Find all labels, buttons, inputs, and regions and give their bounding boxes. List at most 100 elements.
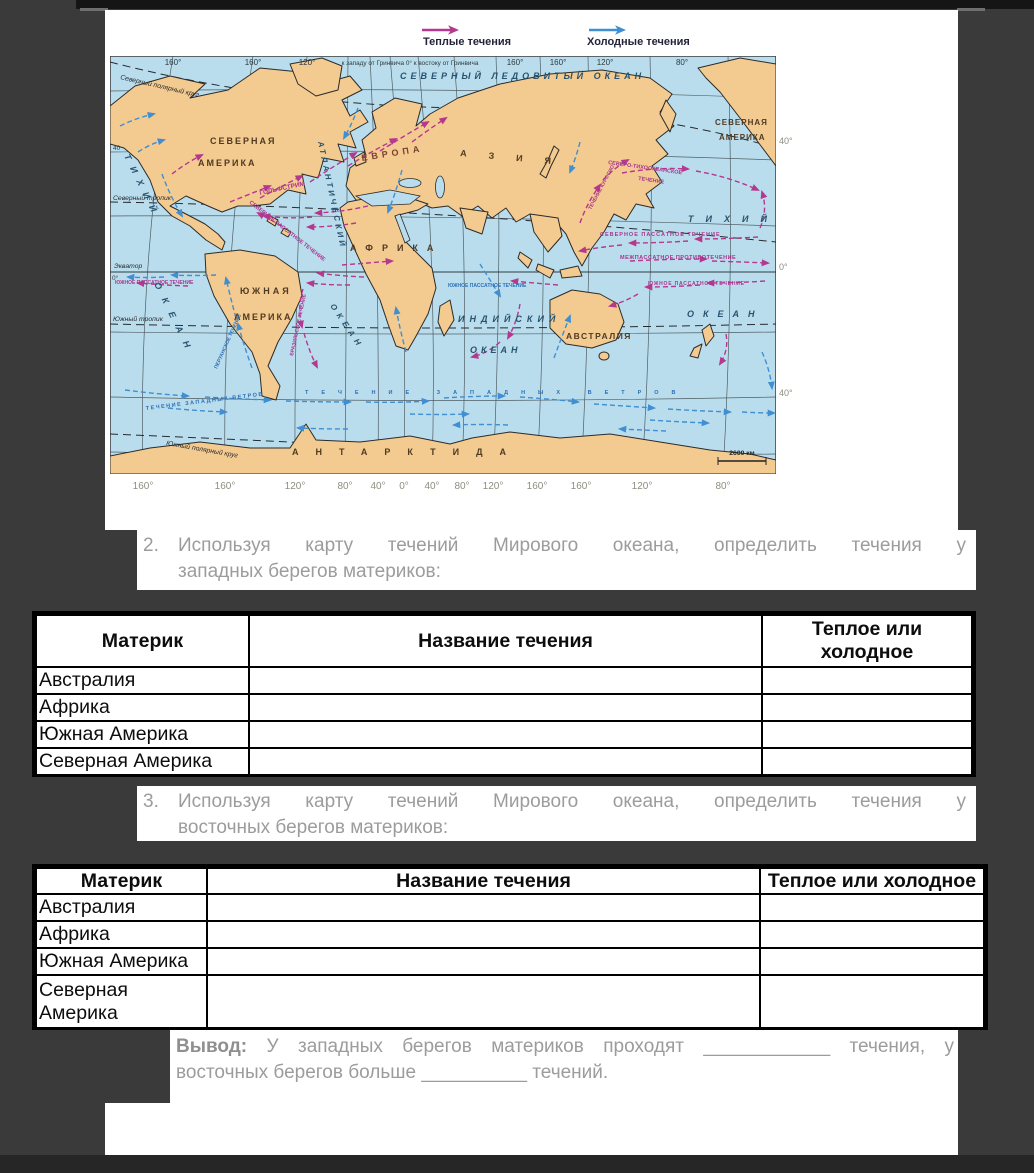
current-label-intertrade-counter: МЕЖПАССАТНОЕ ПРОТИВОТЕЧЕНИЕ (620, 255, 736, 261)
map-tick: 40° (779, 388, 793, 398)
current-name-cell (206, 893, 761, 922)
page-bottom-blank (105, 1103, 958, 1155)
map-tick: 80° (676, 58, 688, 67)
ocean-label-pacific-east-2: ОКЕАН (687, 309, 764, 319)
continent-label-south-america: ЮЖНАЯ (240, 286, 292, 296)
current-label-north-pacific-2: ТЕЧЕНИЕ (638, 176, 665, 186)
ocean-label-pacific-east: ТИХИЙ (688, 213, 776, 224)
map-tick: 160° (570, 481, 592, 492)
task-3-text-line1: Используя карту течений Мирового океана,… (178, 791, 966, 812)
map-tick: 40° (779, 136, 793, 146)
continent-label-australia: АВСТРАЛИЯ (566, 331, 632, 341)
continent-cell: Северная Америка (35, 747, 250, 776)
continent-cell: Африка (35, 920, 208, 949)
map-tick: 80° (454, 481, 470, 492)
continent-label-north-america-west-2: АМЕРИКА (198, 158, 256, 168)
map-tick: 120° (597, 58, 614, 67)
line-label-tropic-south: Южный тропик (113, 315, 164, 323)
warm-current-arrow-icon (422, 25, 459, 35)
map-scale-label: 2600 км (729, 450, 754, 457)
warm-or-cold-cell (759, 974, 985, 1029)
warm-or-cold-cell (761, 747, 973, 776)
continent-cell: Северная Америка (35, 974, 208, 1029)
continent-cell: Южная Америка (35, 947, 208, 976)
greenwich-label: к западу от Гринвича 0° к востоку от Гри… (342, 59, 479, 67)
legend-cold-label: Холодные течения (587, 36, 690, 48)
table-row: Северная Америка (35, 747, 973, 776)
map-tick: 80° (337, 481, 353, 492)
continent-label-africa: АФРИКА (350, 243, 442, 253)
column-header-warm-or-cold: Теплое или холодное (759, 867, 985, 895)
column-header-warm-or-cold: Теплое или холодное (761, 614, 973, 668)
map-tick: 120° (284, 481, 306, 492)
line-label-equator: Экватор (114, 263, 142, 270)
continent-cell: Южная Америка (35, 720, 250, 749)
current-name-cell (248, 747, 763, 776)
current-label-south-trade-west: ЮЖНОЕ ПАССАТНОЕ ТЕЧЕНИЕ (115, 280, 194, 286)
task-2: 2. Используя карту течений Мирового океа… (137, 530, 976, 590)
map-tick: 40° (370, 481, 386, 492)
map-tick: 160° (132, 481, 154, 492)
map-tick: 80° (715, 481, 731, 492)
continent-cell: Австралия (35, 893, 208, 922)
warm-or-cold-cell (761, 666, 973, 695)
continent-label-north-america-east: СЕВЕРНАЯ (715, 118, 768, 127)
continent-label-north-america-west: СЕВЕРНАЯ (210, 136, 276, 146)
ocean-label-indian: ИНДИЙСКИЙ (458, 313, 560, 324)
warm-or-cold-cell (761, 693, 973, 722)
current-label-south-trade-indian: ЮЖНОЕ ПАССАТНОЕ ТЕЧЕНИЕ (448, 283, 527, 289)
continent-cell: Африка (35, 693, 250, 722)
task-3: 3. Используя карту течений Мирового океа… (137, 786, 976, 841)
current-label-north-trade-pacific: СЕВЕРНОЕ ПАССАТНОЕ ТЕЧЕНИЕ (600, 232, 721, 238)
map-tick: 40 (113, 145, 121, 152)
ocean-currents-map: 160° 160° 120° 160° 160° 120° 80° к запа… (109, 55, 777, 475)
task-3-text-line2: восточных берегов материков: (178, 817, 449, 838)
current-name-cell (248, 693, 763, 722)
table-row: Австралия (35, 666, 973, 695)
bottom-dark-band (0, 1155, 1034, 1173)
map-tick: 160° (507, 58, 524, 67)
continent-label-south-america-2: АМЕРИКА (234, 312, 292, 322)
legend-warm-label: Теплые течения (423, 36, 512, 48)
map-tick: 120° (482, 481, 504, 492)
ocean-label-indian-2: ОКЕАН (470, 345, 522, 355)
warm-or-cold-cell (759, 893, 985, 922)
warm-or-cold-cell (761, 720, 973, 749)
continent-label-north-america-east-2: АМЕРИКА (719, 133, 766, 142)
warm-or-cold-cell (759, 920, 985, 949)
top-bar (76, 0, 1034, 9)
map-tick: 40° (424, 481, 440, 492)
map-tick: 160° (214, 481, 236, 492)
task-2-text-line2: западных берегов материков: (178, 561, 441, 582)
current-name-cell (206, 974, 761, 1029)
map-tick: 120° (631, 481, 653, 492)
current-name-cell (248, 666, 763, 695)
map-scale: 2600 км (717, 450, 767, 465)
column-header-current-name: Название течения (206, 867, 761, 895)
ocean-label-arctic: СЕВЕРНЫЙ ЛЕДОВИТЫЙ ОКЕАН (400, 70, 645, 81)
map-tick: 160° (165, 58, 182, 67)
conclusion-line1: Вывод: У западных берегов материков прох… (176, 1036, 954, 1057)
map-tick: 160° (245, 58, 262, 67)
task-2-text-line1: Используя карту течений Мирового океана,… (178, 535, 966, 556)
page-edge-mark-right (957, 8, 985, 11)
table-east-coast-currents: Материк Название течения Теплое или холо… (32, 864, 988, 1030)
task-3-number: 3. (143, 791, 159, 812)
cold-current-arrow-icon (589, 25, 626, 35)
conclusion-label: Вывод: (176, 1036, 248, 1057)
table-row: Африка (35, 693, 973, 722)
current-name-cell (206, 947, 761, 976)
table-row: Северная Америка (35, 974, 985, 1029)
current-label-south-trade-pacific: ЮЖНОЕ ПАССАТНОЕ ТЕЧЕНИЕ (648, 281, 745, 287)
warm-or-cold-cell (759, 947, 985, 976)
conclusion-line2: восточных берегов больше __________ тече… (176, 1062, 609, 1083)
current-name-cell (206, 920, 761, 949)
column-header-current-name: Название течения (248, 614, 763, 668)
map-tick: 160° (526, 481, 548, 492)
map-tick: 0° (399, 481, 409, 492)
task-2-number: 2. (143, 535, 159, 556)
map-tick: 0° (112, 274, 119, 282)
continent-label-antarctica: АНТАРКТИДА (292, 447, 523, 457)
continent-cell: Австралия (35, 666, 250, 695)
